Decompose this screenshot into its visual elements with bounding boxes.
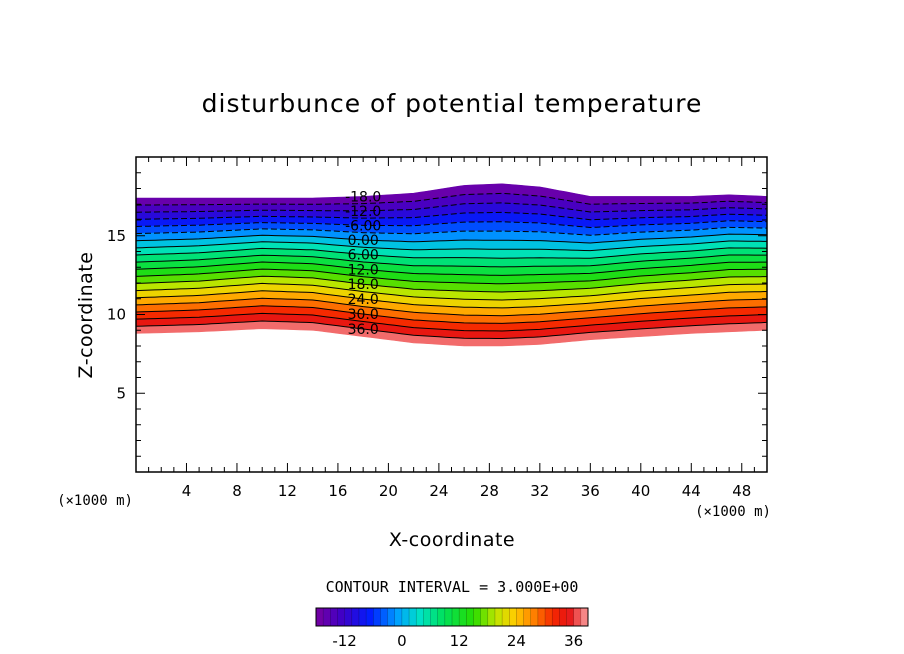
contour-field bbox=[135, 183, 768, 347]
x-tick-label: 24 bbox=[429, 482, 448, 500]
colorbar-tick-label: -12 bbox=[332, 632, 357, 650]
contour-label: 6.00 bbox=[348, 248, 379, 264]
colorbar-swatch bbox=[380, 608, 388, 626]
colorbar-swatch bbox=[530, 608, 539, 626]
y-axis-label: Z-coordinate bbox=[75, 252, 97, 379]
colorbar-swatch bbox=[487, 608, 496, 626]
colorbar-swatch bbox=[523, 608, 532, 626]
contour-label: 24.0 bbox=[348, 292, 379, 308]
x-tick-label: 28 bbox=[480, 482, 499, 500]
colorbar-frame bbox=[315, 607, 589, 627]
colorbar-tick-label: 0 bbox=[397, 632, 407, 650]
colorbar-swatch bbox=[480, 608, 489, 626]
colorbar-tick-label: 24 bbox=[507, 632, 526, 650]
x-tick-label: 44 bbox=[682, 482, 701, 500]
colorbar-swatch bbox=[559, 608, 567, 626]
colorbar-swatch bbox=[552, 608, 560, 626]
colorbar-swatch bbox=[516, 608, 524, 626]
contour-label: 12.0 bbox=[348, 262, 379, 278]
colorbar-swatch bbox=[459, 608, 467, 626]
contour-line bbox=[135, 226, 768, 236]
colorbar-swatch bbox=[330, 608, 338, 626]
contour-label: 0.00 bbox=[348, 233, 379, 249]
contour-line bbox=[135, 290, 768, 309]
x-tick-label: 40 bbox=[631, 482, 650, 500]
colorbar-swatch bbox=[423, 608, 431, 626]
colorbar-swatch bbox=[437, 608, 446, 626]
x-tick-label: 8 bbox=[232, 482, 242, 500]
contour-line bbox=[135, 305, 768, 324]
contour-line bbox=[135, 261, 767, 276]
colorbar-swatch bbox=[344, 608, 353, 626]
contour-line bbox=[135, 247, 768, 259]
colorbar-swatch bbox=[416, 608, 424, 626]
y-tick-label: 15 bbox=[107, 227, 126, 245]
x-tick-label: 4 bbox=[182, 482, 192, 500]
contour-line bbox=[135, 240, 768, 252]
contour-interval-note: CONTOUR INTERVAL = 3.000E+00 bbox=[326, 578, 579, 596]
colorbar-tick-label: 12 bbox=[450, 632, 469, 650]
contour-labels: -18.0-12.0-6.000.006.0012.018.024.030.03… bbox=[345, 189, 381, 338]
colorbar-swatch bbox=[366, 608, 374, 626]
contour-line bbox=[135, 268, 767, 285]
colorbar-swatch bbox=[373, 608, 381, 626]
contour-line bbox=[135, 282, 768, 301]
colorbar-swatch bbox=[358, 608, 367, 626]
colorbar-swatch bbox=[401, 608, 410, 626]
contour-label: -6.00 bbox=[345, 218, 381, 234]
colorbar-swatch bbox=[316, 608, 324, 626]
colorbar-swatch bbox=[444, 608, 453, 626]
contour-label: 18.0 bbox=[348, 277, 379, 293]
contour-line bbox=[135, 192, 768, 206]
contour-line bbox=[135, 297, 768, 317]
contour-label: 36.0 bbox=[348, 322, 379, 338]
contour-line bbox=[135, 254, 767, 268]
colorbar-swatch bbox=[580, 608, 589, 626]
contour-label: 30.0 bbox=[348, 307, 379, 323]
contour-lines bbox=[135, 192, 768, 339]
contour-label: -18.0 bbox=[345, 189, 381, 205]
colorbar-swatch bbox=[573, 608, 582, 626]
x-axis-label: X-coordinate bbox=[389, 529, 515, 551]
contour-line bbox=[135, 320, 768, 339]
colorbar-swatch bbox=[509, 608, 517, 626]
x-tick-label: 16 bbox=[328, 482, 347, 500]
colorbar-swatch bbox=[351, 608, 360, 626]
x-tick-label: 48 bbox=[732, 482, 751, 500]
colorbar-swatch bbox=[537, 608, 546, 626]
colorbar-swatch bbox=[494, 608, 503, 626]
x-tick-label: 32 bbox=[530, 482, 549, 500]
colorbar-swatch bbox=[545, 608, 553, 626]
colorbar-swatch bbox=[430, 608, 438, 626]
colorbar-swatch bbox=[409, 608, 417, 626]
y-unit-label: (×1000 m) bbox=[57, 493, 133, 509]
contour-line bbox=[135, 202, 768, 213]
contour-line bbox=[135, 275, 768, 293]
colorbar-swatch bbox=[452, 608, 460, 626]
colorbar-swatch bbox=[466, 608, 474, 626]
y-tick-label: 5 bbox=[116, 384, 126, 402]
x-tick-label: 20 bbox=[379, 482, 398, 500]
x-unit-label: (×1000 m) bbox=[695, 504, 771, 520]
contour-label: -12.0 bbox=[345, 204, 381, 220]
y-tick-label: 10 bbox=[107, 306, 126, 324]
colorbar-swatch bbox=[387, 608, 396, 626]
contour-line bbox=[135, 312, 768, 332]
contour-line bbox=[135, 211, 768, 221]
colorbar-tick-label: 36 bbox=[564, 632, 583, 650]
colorbar-swatch bbox=[337, 608, 345, 626]
colorbar: -12 0 12 24 36 bbox=[315, 608, 589, 650]
x-tick-label: 12 bbox=[278, 482, 297, 500]
x-tick-label: 36 bbox=[581, 482, 600, 500]
chart-title: disturbunce of potential temperature bbox=[202, 89, 703, 118]
contour-line bbox=[135, 233, 768, 244]
colorbar-swatch bbox=[566, 608, 574, 626]
colorbar-swatch bbox=[473, 608, 481, 626]
colorbar-swatch bbox=[502, 608, 510, 626]
contour-line bbox=[135, 220, 768, 229]
colorbar-swatch bbox=[323, 608, 331, 626]
colorbar-swatch bbox=[394, 608, 403, 626]
